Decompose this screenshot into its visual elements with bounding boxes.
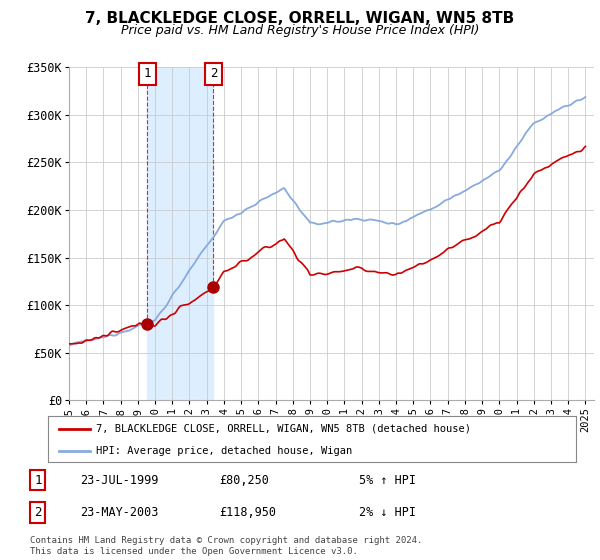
Text: 2: 2 [209, 67, 217, 80]
Bar [148, 67, 214, 400]
Text: 2: 2 [34, 506, 42, 519]
Text: 1: 1 [34, 474, 42, 487]
Text: 23-MAY-2003: 23-MAY-2003 [80, 506, 158, 519]
Text: £80,250: £80,250 [220, 474, 269, 487]
Text: £118,950: £118,950 [220, 506, 276, 519]
Text: 23-JUL-1999: 23-JUL-1999 [80, 474, 158, 487]
Text: HPI: Average price, detached house, Wigan: HPI: Average price, detached house, Wiga… [95, 446, 352, 455]
Text: Contains HM Land Registry data © Crown copyright and database right 2024.
This d: Contains HM Land Registry data © Crown c… [30, 536, 422, 556]
Text: 2% ↓ HPI: 2% ↓ HPI [359, 506, 416, 519]
Text: 7, BLACKLEDGE CLOSE, ORRELL, WIGAN, WN5 8TB: 7, BLACKLEDGE CLOSE, ORRELL, WIGAN, WN5 … [85, 11, 515, 26]
Text: Price paid vs. HM Land Registry's House Price Index (HPI): Price paid vs. HM Land Registry's House … [121, 24, 479, 36]
Text: 1: 1 [144, 67, 151, 80]
Text: 5% ↑ HPI: 5% ↑ HPI [359, 474, 416, 487]
Text: 7, BLACKLEDGE CLOSE, ORRELL, WIGAN, WN5 8TB (detached house): 7, BLACKLEDGE CLOSE, ORRELL, WIGAN, WN5 … [95, 424, 470, 434]
